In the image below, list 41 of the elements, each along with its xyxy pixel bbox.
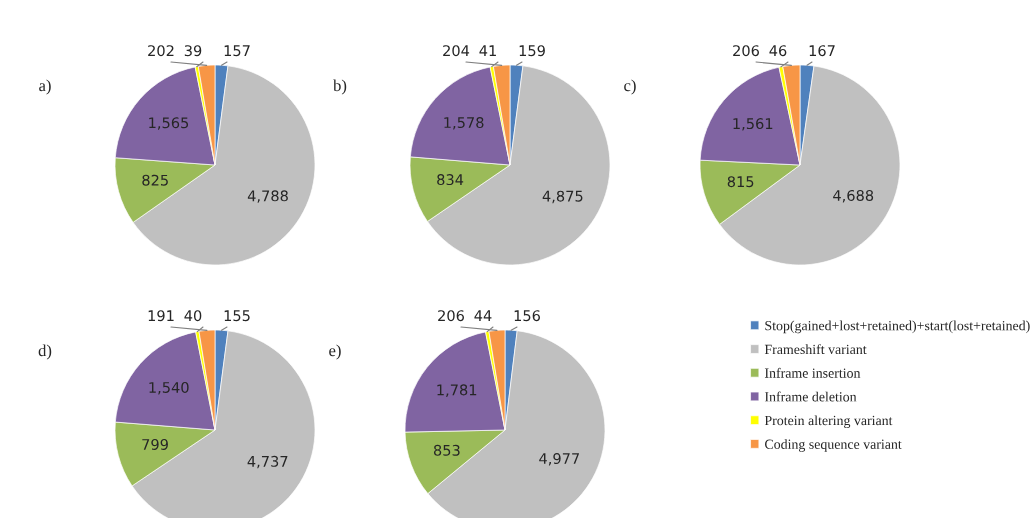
legend-label: Frameshift variant	[764, 344, 867, 355]
data-label: 156	[514, 310, 540, 322]
data-label: 4,875	[542, 190, 583, 204]
data-label: 4,788	[247, 190, 288, 203]
data-label: 4,977	[539, 453, 579, 466]
data-label: 1,781	[437, 384, 477, 397]
data-label: 1,578	[444, 117, 484, 130]
data-label: 1,561	[733, 118, 773, 131]
data-label: 834	[437, 174, 464, 186]
data-label: 1,565	[149, 117, 189, 130]
data-label: 204	[443, 45, 470, 57]
legend-label: Coding sequence variant	[765, 439, 902, 452]
legend-label: Inframe insertion	[764, 367, 861, 378]
data-label: 202	[148, 45, 174, 57]
data-label: 191	[148, 310, 174, 322]
data-label: 206	[733, 45, 759, 57]
data-label: 155	[224, 310, 250, 322]
legend-label: Protein altering variant	[764, 415, 893, 429]
data-label: 206	[438, 310, 464, 322]
text: e)	[329, 344, 341, 360]
data-label: 157	[224, 45, 250, 57]
text: c)	[624, 79, 636, 95]
data-label: 815	[727, 176, 754, 188]
data-label: 44	[474, 310, 492, 321]
data-label: 853	[433, 444, 460, 456]
data-label: 159	[519, 45, 545, 57]
text: d)	[38, 344, 52, 360]
data-label: 39	[184, 45, 202, 57]
data-label: 167	[809, 45, 835, 57]
data-label: 46	[769, 45, 787, 57]
data-label: 4,688	[833, 189, 874, 203]
text: b)	[333, 79, 347, 95]
data-label: 40	[184, 310, 202, 322]
data-label: 825	[142, 174, 168, 186]
text: a)	[39, 79, 51, 95]
legend-label: Stop(gained+lost+retained)+start(lost+retained)	[765, 320, 1030, 334]
data-label: 1,540	[149, 381, 189, 395]
legend-label: Inframe deletion	[764, 391, 857, 402]
data-label: 4,737	[247, 455, 288, 469]
data-label: 41	[479, 45, 496, 56]
data-label: 799	[142, 438, 168, 450]
